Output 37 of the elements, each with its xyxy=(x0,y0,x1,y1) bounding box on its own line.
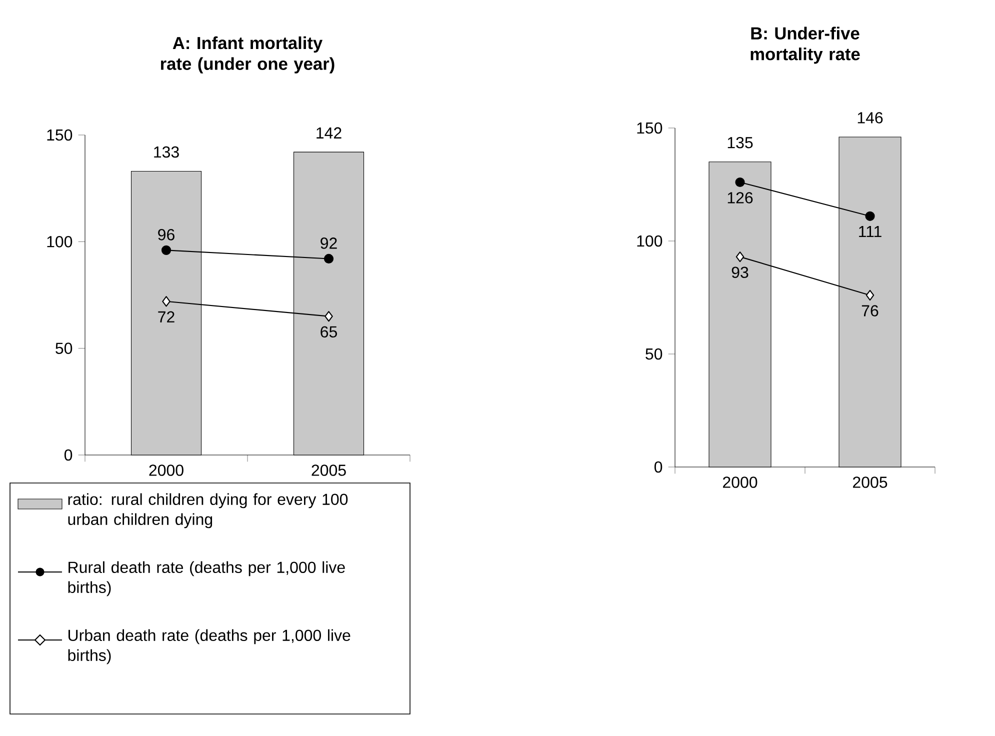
x-tick-label: 2005 xyxy=(853,476,888,488)
y-tick-label: 100 xyxy=(47,236,72,248)
data-label: 72 xyxy=(158,311,174,322)
data-label: 92 xyxy=(320,238,337,249)
legend-label: Rural death rate (deaths per 1,000 live births) xyxy=(68,561,345,596)
x-tick-label: 2005 xyxy=(312,464,346,476)
point xyxy=(866,290,874,301)
legend-label: ratio: rural children dying for every 100 urban children dying xyxy=(68,493,348,528)
x-tick-label: 2000 xyxy=(149,464,184,476)
data-label: 133 xyxy=(154,146,179,158)
data-label: 76 xyxy=(862,305,878,316)
data-label: 93 xyxy=(732,266,748,278)
y-tick-label: 150 xyxy=(47,129,72,141)
data-label: 96 xyxy=(158,229,174,240)
point xyxy=(161,245,172,255)
legend-label: Urban death rate (deaths per 1,000 live births) xyxy=(68,629,350,664)
y-tick-label: 150 xyxy=(637,122,662,134)
point xyxy=(736,251,744,262)
data-label: 126 xyxy=(728,192,753,204)
point xyxy=(324,310,333,322)
data-label: 146 xyxy=(858,112,883,124)
point xyxy=(324,254,334,264)
chart-title: A: Infant mortality rate (under one year) xyxy=(161,36,334,74)
chart-title: B: Under-five mortality rate xyxy=(750,26,860,64)
point xyxy=(162,296,170,307)
y-tick-label: 0 xyxy=(654,461,662,473)
y-tick-label: 50 xyxy=(56,342,72,354)
data-label: 135 xyxy=(728,136,753,148)
point xyxy=(865,211,875,221)
data-label: 111 xyxy=(859,226,882,238)
data-label: 65 xyxy=(320,326,337,338)
x-tick-label: 2000 xyxy=(723,476,758,488)
data-label: 142 xyxy=(316,127,342,138)
y-tick-label: 0 xyxy=(64,449,72,461)
y-tick-label: 100 xyxy=(637,235,662,247)
y-tick-label: 50 xyxy=(646,348,662,360)
point xyxy=(735,177,745,188)
